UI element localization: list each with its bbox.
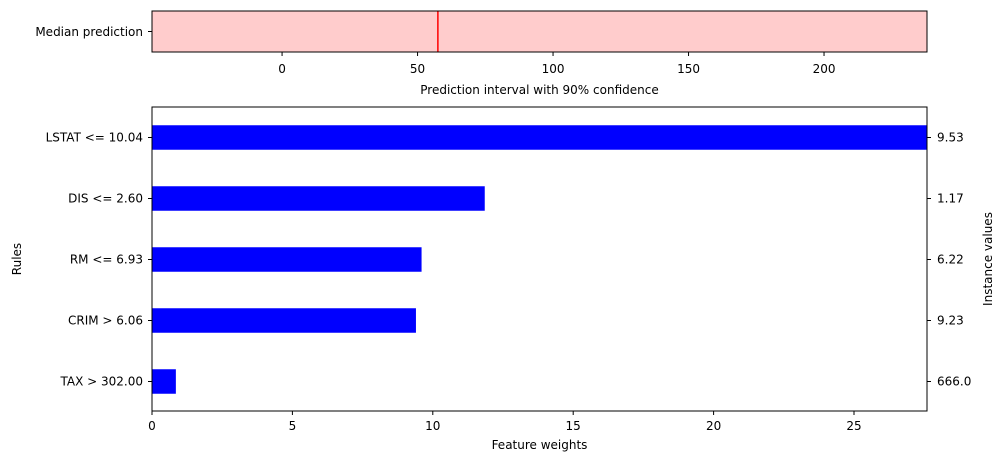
rule-label: CRIM > 6.06 [68,314,143,328]
instance-value-label: 9.53 [937,131,964,145]
bar [152,369,176,394]
rule-labels: LSTAT <= 10.04 DIS <= 2.60 RM <= 6.93 CRIM … [46,131,152,389]
weights-x-tick-label: 10 [425,419,440,433]
bars [152,125,927,394]
weights-x-tick-label: 5 [289,419,297,433]
rule-label: DIS <= 2.60 [68,192,143,206]
interval-x-label: Prediction interval with 90% confidence [420,83,658,97]
rule-label: TAX > 302.00 [60,375,144,389]
weights-x-label: Feature weights [492,438,588,452]
interval-x-tick-label: 150 [677,62,700,76]
instance-value-label: 6.22 [937,253,964,267]
bar [152,247,422,272]
instance-value-label: 666.0 [937,375,971,389]
interval-x-tick-label: 50 [410,62,425,76]
bar [152,308,416,333]
weights-x-tick-label: 0 [148,419,156,433]
interval-x-tick-label: 200 [813,62,836,76]
instance-value-labels: 9.53 1.17 6.22 9.23 666.0 [927,131,971,389]
rule-label: RM <= 6.93 [70,253,143,267]
instance-value-label: 1.17 [937,192,964,206]
instance-value-label: 9.23 [937,314,964,328]
bar [152,186,485,211]
weights-x-tick-label: 20 [706,419,721,433]
interval-band [152,11,927,52]
rules-axis-label: Rules [10,243,24,275]
rule-label: LSTAT <= 10.04 [46,131,143,145]
instance-values-axis-label: Instance values [981,212,995,306]
weights-x-tick-label: 15 [566,419,581,433]
interval-x-tick-label: 100 [542,62,565,76]
interval-x-tick-label: 0 [278,62,286,76]
bar [152,125,927,150]
weights-panel: LSTAT <= 10.04 DIS <= 2.60 RM <= 6.93 CRIM … [10,106,995,452]
interval-x-ticks: 0 50 100 150 200 [278,52,835,76]
interval-panel: Median prediction 0 50 100 150 200 Predictio… [35,10,928,97]
weights-x-ticks: 0 5 10 15 20 25 [148,411,862,433]
weights-x-tick-label: 25 [846,419,861,433]
interval-category-label: Median prediction [35,25,143,39]
